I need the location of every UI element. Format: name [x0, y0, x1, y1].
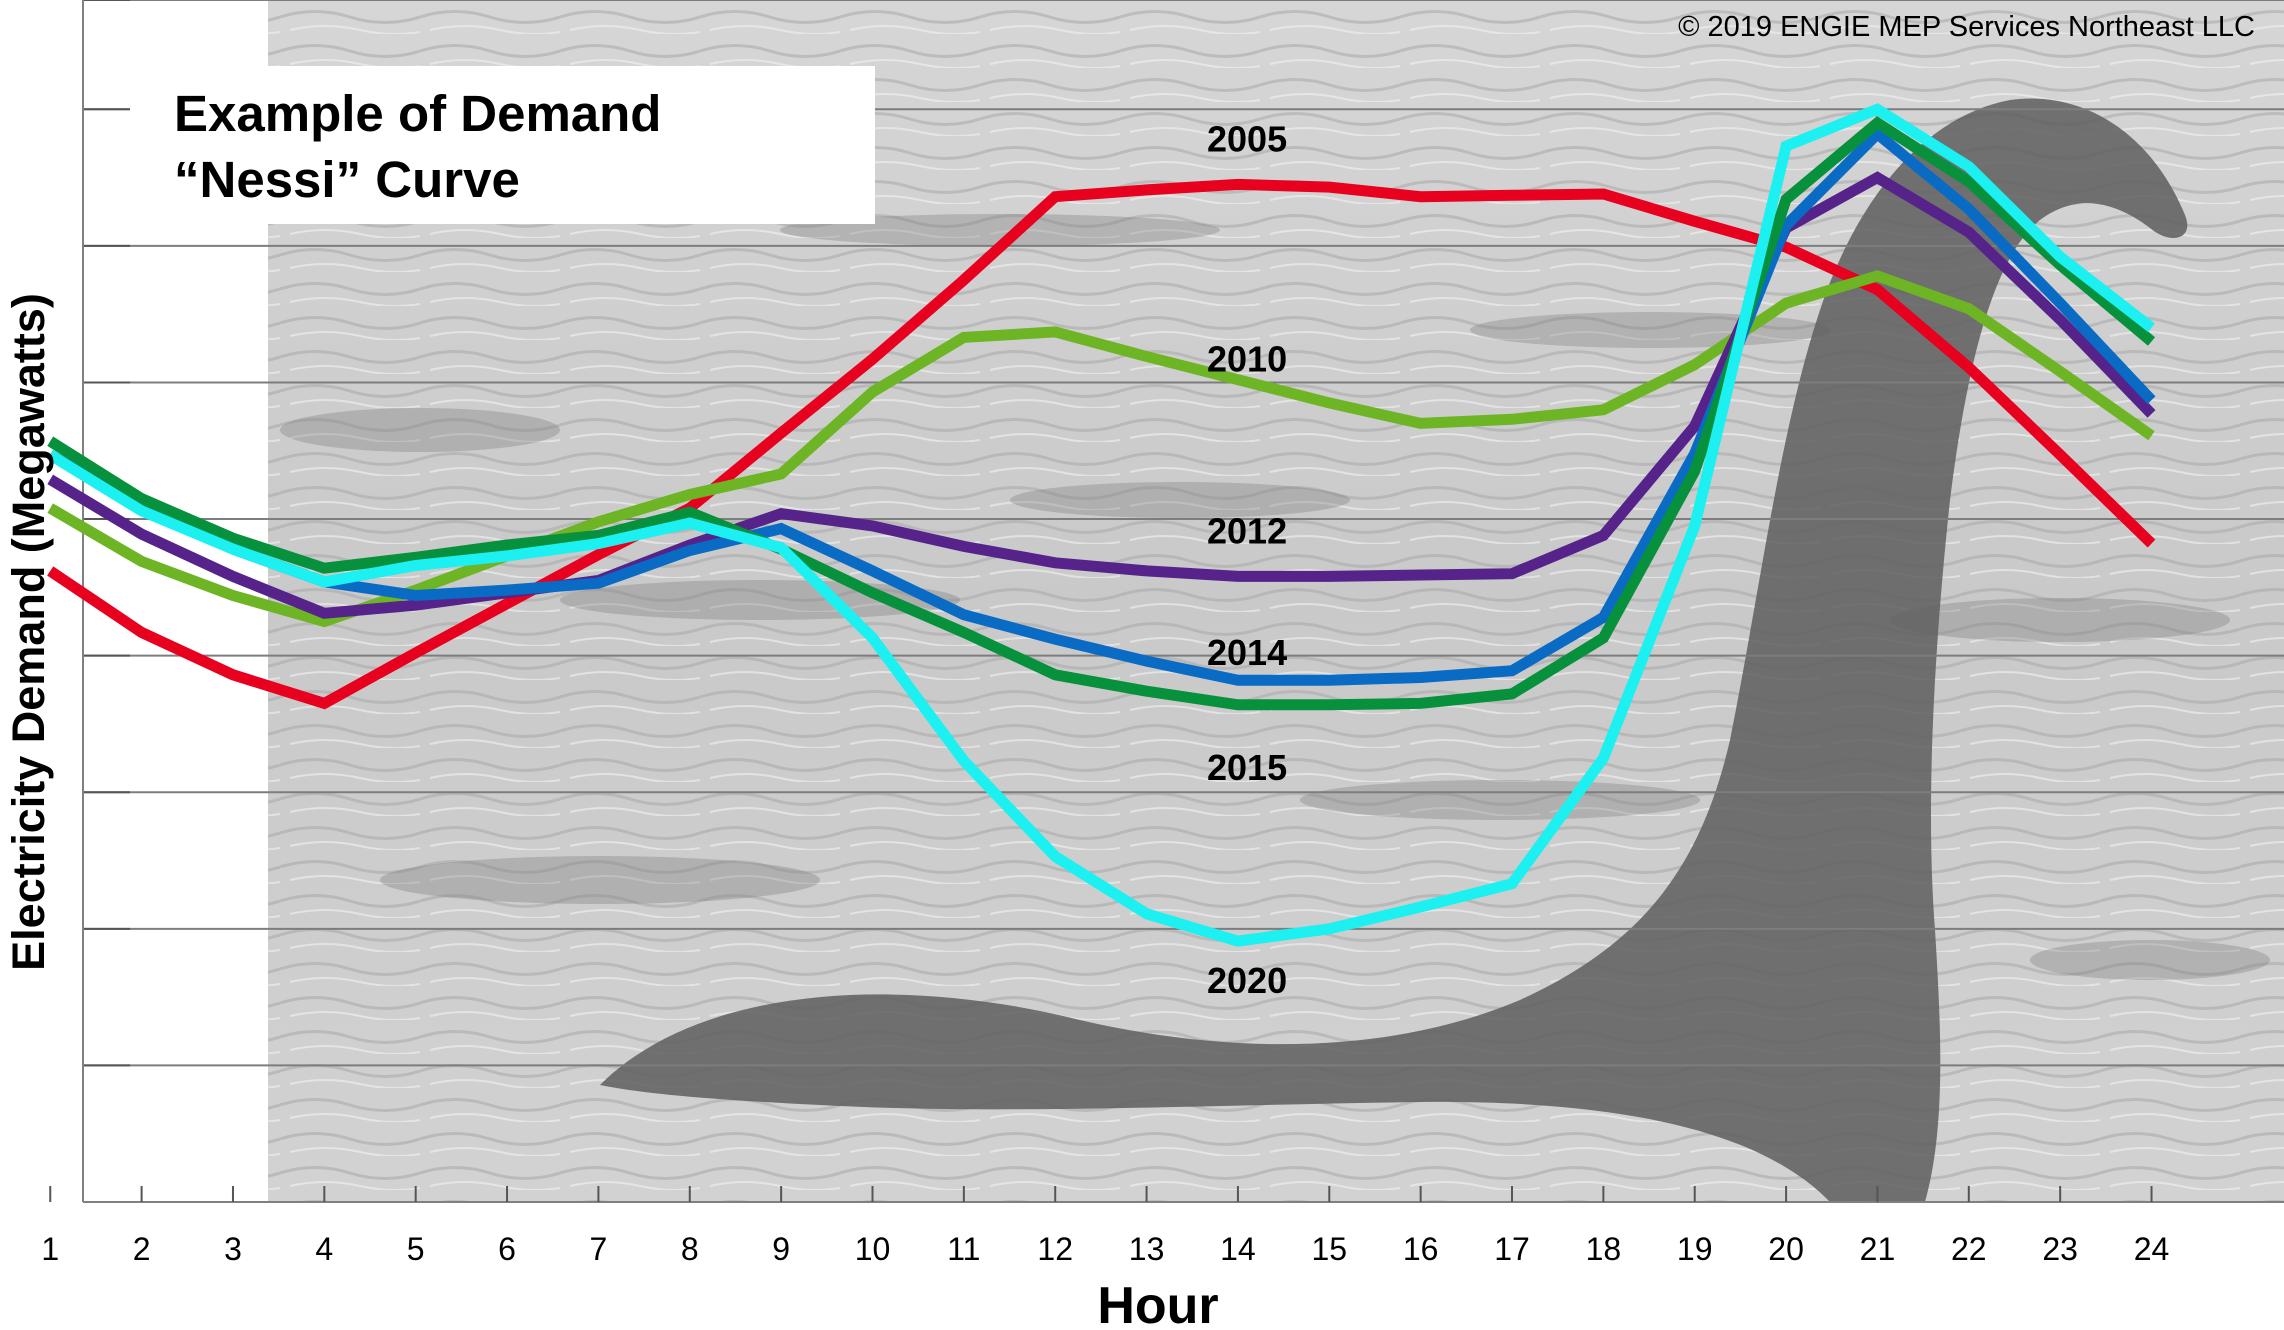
x-tick-label: 14: [1220, 1231, 1256, 1267]
series-label-2010: 2010: [1207, 339, 1287, 380]
x-tick-label: 11: [947, 1231, 980, 1267]
x-tick-label: 24: [2134, 1231, 2170, 1267]
x-tick-label: 21: [1860, 1231, 1896, 1267]
x-tick-label: 18: [1586, 1231, 1622, 1267]
series-line-2012: [47, 171, 2156, 619]
x-tick-label: 12: [1037, 1231, 1073, 1267]
title-line-1: Example of Demand: [174, 85, 661, 142]
x-tick-label: 15: [1311, 1231, 1347, 1267]
monster-silhouette: [600, 98, 2188, 1202]
x-axis-ticks: 1 2 3 4 5 6 7 8 9 10 11 12 13 14 15 16 17 18 19 20 21 22 23 24: [41, 1186, 2169, 1267]
series-labels: 2005 2010 2012 2014 2015 2020: [1207, 119, 1287, 1001]
copyright-notice: © 2019 ENGIE MEP Services Northeast LLC: [1678, 11, 2255, 43]
series-line-2015: [47, 116, 2156, 711]
x-tick-label: 1: [41, 1231, 59, 1267]
title-box: [130, 66, 875, 224]
x-tick-label: 20: [1768, 1231, 1804, 1267]
x-tick-label: 22: [1951, 1231, 1987, 1267]
series-label-2015: 2015: [1207, 747, 1287, 788]
x-tick-label: 2: [133, 1231, 151, 1267]
series-line-2020: [47, 103, 2155, 947]
x-tick-label: 8: [681, 1231, 699, 1267]
x-tick-label: 19: [1677, 1231, 1713, 1267]
x-tick-label: 16: [1403, 1231, 1439, 1267]
x-tick-label: 23: [2042, 1231, 2078, 1267]
x-axis-title: Hour: [1097, 1277, 1218, 1330]
series-label-2020: 2020: [1207, 960, 1287, 1001]
x-tick-label: 7: [590, 1231, 608, 1267]
x-tick-label: 9: [772, 1231, 790, 1267]
series-line-2005: [47, 178, 2156, 710]
x-tick-label: 10: [855, 1231, 891, 1267]
x-tick-label: 5: [407, 1231, 425, 1267]
x-tick-label: 17: [1494, 1231, 1530, 1267]
title-line-2: “Nessi” Curve: [174, 151, 520, 208]
series-lines: [47, 103, 2156, 947]
series-label-2005: 2005: [1207, 119, 1287, 160]
y-axis-title: Electricity Demand (Megawatts): [3, 293, 54, 971]
series-line-2014: [47, 126, 2156, 686]
x-tick-label: 6: [498, 1231, 516, 1267]
x-tick-label: 4: [315, 1231, 333, 1267]
series-label-2012: 2012: [1207, 511, 1287, 552]
series-label-2014: 2014: [1207, 632, 1287, 673]
x-tick-label: 3: [224, 1231, 242, 1267]
x-tick-label: 13: [1129, 1231, 1165, 1267]
